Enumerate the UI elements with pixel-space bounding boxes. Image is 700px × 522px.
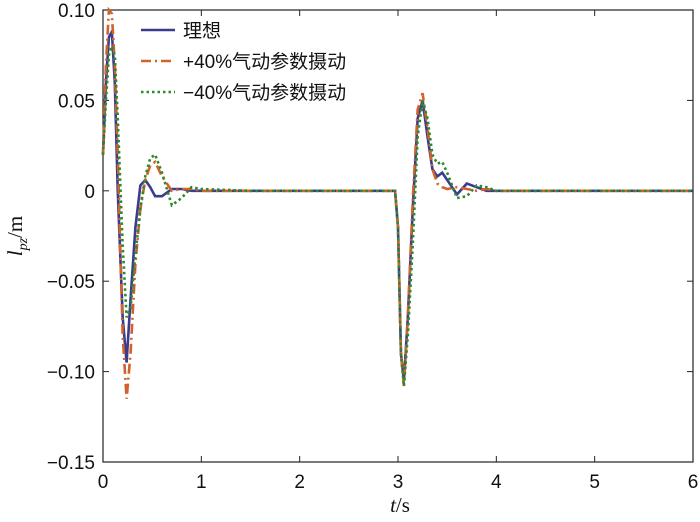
x-tick-label: 6 (688, 472, 699, 493)
legend-label: −40%气动参数摄动 (183, 82, 346, 104)
y-tick-label: −0.05 (47, 272, 95, 293)
y-label-unit: /m (3, 216, 27, 238)
x-label-unit: /s (396, 493, 410, 517)
legend-label: +40%气动参数摄动 (183, 51, 346, 73)
x-tick-label: 5 (589, 472, 600, 493)
y-axis-label: lpz/m (3, 216, 31, 256)
y-tick-label: 0 (84, 182, 95, 203)
x-tick-label: 1 (196, 472, 207, 493)
x-tick-label: 2 (294, 472, 305, 493)
x-tick-label: 0 (98, 472, 109, 493)
x-tick-label: 3 (393, 472, 404, 493)
y-tick-label: −0.15 (47, 453, 95, 474)
y-tick-label: 0.10 (58, 1, 95, 22)
y-label-var: l (3, 250, 27, 256)
series-line (101, 41, 693, 387)
y-tick-label: −0.10 (47, 363, 95, 384)
x-axis-label: t/s (390, 493, 410, 517)
x-tick-label: 4 (491, 472, 502, 493)
y-label-sub: pz (16, 237, 31, 251)
legend-label: 理想 (183, 20, 221, 42)
x-label-var: t (390, 493, 397, 517)
y-tick-label: 0.05 (58, 91, 95, 112)
